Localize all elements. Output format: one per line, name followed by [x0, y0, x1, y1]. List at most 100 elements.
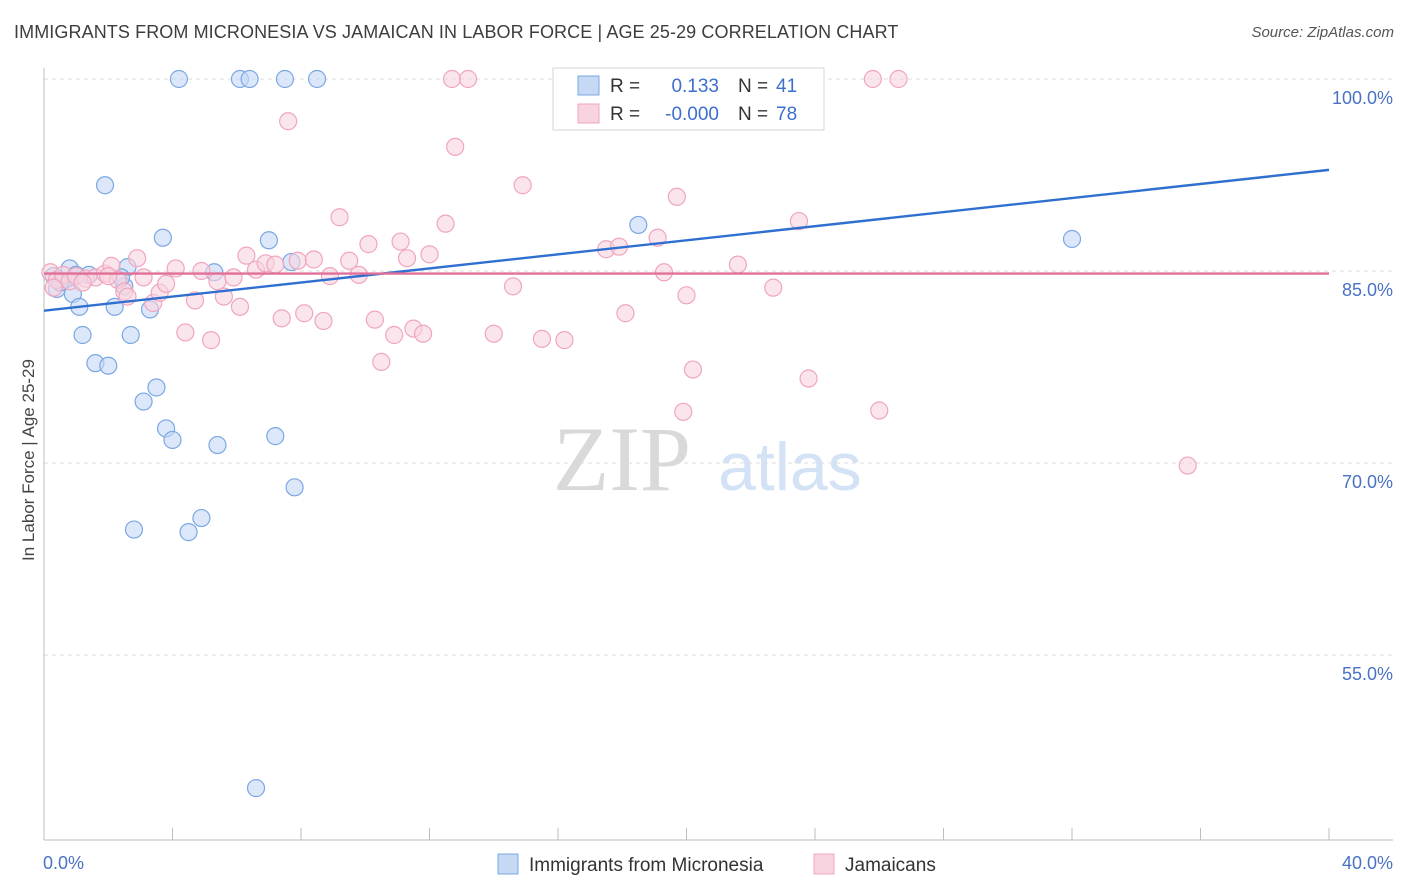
legend-swatch-jamaicans	[577, 103, 600, 124]
data-point	[73, 273, 92, 292]
data-point	[44, 278, 63, 297]
data-point	[240, 69, 259, 89]
data-point	[654, 263, 674, 282]
y-tick-label: 55.0%	[1342, 664, 1393, 684]
data-point	[870, 401, 889, 420]
y-tick-label: 85.0%	[1342, 280, 1393, 300]
data-point	[208, 272, 227, 291]
data-point	[683, 360, 703, 379]
data-point	[272, 309, 291, 328]
legend-n-label-2: N =	[738, 104, 768, 125]
data-point	[446, 137, 465, 156]
data-point	[288, 251, 307, 270]
trend-line-0	[43, 168, 1330, 312]
y-tick-label: 70.0%	[1342, 472, 1393, 492]
bottom-legend-label-jamaicans: Jamaicans	[845, 855, 936, 876]
data-point	[314, 311, 333, 331]
data-point	[513, 176, 532, 195]
data-point	[153, 228, 172, 247]
data-point	[201, 331, 221, 350]
x-tick-label-min: 0.0%	[43, 853, 84, 873]
data-point	[179, 523, 198, 542]
data-point	[484, 324, 503, 343]
x-tick-label-max: 40.0%	[1342, 853, 1393, 873]
data-point	[230, 297, 250, 316]
data-point	[185, 291, 205, 310]
trend-layer	[43, 168, 1330, 312]
data-point	[134, 392, 153, 411]
series-layer	[41, 69, 1197, 798]
data-point	[1062, 229, 1082, 249]
bottom-legend-label-micronesia: Immigrants from Micronesia	[529, 855, 764, 876]
data-point	[442, 69, 462, 89]
data-point	[266, 255, 285, 274]
legend-r-value-1: 0.133	[671, 76, 719, 97]
axes: 100.0% 85.0% 70.0% 55.0%	[43, 68, 1393, 841]
data-point	[176, 323, 195, 342]
y-axis-label: In Labor Force | Age 25-29	[19, 359, 38, 561]
data-point	[266, 427, 285, 446]
data-point	[124, 520, 144, 539]
data-point	[677, 286, 696, 305]
data-point	[413, 324, 433, 343]
data-point	[279, 112, 298, 131]
data-point	[330, 208, 349, 227]
data-point	[224, 268, 243, 287]
data-point	[889, 69, 908, 89]
data-point	[208, 435, 227, 455]
data-point	[1178, 456, 1197, 475]
y-tick-label: 100.0%	[1332, 88, 1393, 108]
data-point	[503, 277, 523, 296]
data-point	[385, 325, 404, 345]
watermark-zip: ZIP	[553, 408, 691, 510]
data-point	[863, 69, 882, 89]
data-point	[789, 211, 809, 231]
data-point	[764, 278, 783, 297]
legend-swatch-micronesia	[577, 75, 600, 96]
data-point	[667, 187, 686, 206]
data-point	[359, 235, 378, 254]
source-credit: Source: ZipAtlas.com	[1251, 24, 1394, 41]
data-point	[372, 352, 391, 371]
data-point	[320, 267, 340, 286]
legend-r-label-1: R =	[610, 76, 640, 97]
data-point	[99, 267, 118, 286]
data-point	[259, 231, 278, 250]
data-point	[192, 508, 211, 528]
legend-r-label-2: R =	[610, 104, 640, 125]
data-point	[121, 325, 140, 345]
data-point	[391, 232, 410, 251]
data-point	[163, 430, 182, 450]
data-point	[532, 329, 552, 348]
data-point	[799, 369, 818, 388]
chart-title: IMMIGRANTS FROM MICRONESIA VS JAMAICAN I…	[14, 22, 899, 42]
data-point	[169, 69, 189, 89]
data-point	[192, 261, 211, 281]
data-point	[147, 378, 166, 397]
legend-n-value-2: 78	[776, 104, 797, 125]
series-1	[41, 69, 1197, 475]
data-point	[728, 255, 748, 274]
data-point	[73, 325, 92, 345]
bottom-legend-swatch-jamaicans	[813, 853, 835, 875]
series-legend: Immigrants from Micronesia Jamaicans	[497, 853, 936, 876]
data-point	[674, 402, 693, 421]
legend-n-value-1: 41	[776, 76, 797, 97]
data-point	[340, 251, 359, 270]
data-point	[555, 331, 574, 350]
data-point	[246, 779, 266, 798]
data-point	[95, 176, 115, 195]
legend-n-label-1: N =	[738, 76, 768, 97]
data-point	[458, 69, 478, 89]
bottom-legend-swatch-micronesia	[497, 853, 519, 875]
data-point	[134, 268, 153, 287]
data-point	[275, 69, 295, 89]
data-point	[295, 304, 314, 323]
data-point	[128, 249, 147, 268]
data-point	[420, 245, 439, 264]
data-point	[307, 69, 327, 89]
data-point	[237, 246, 256, 265]
gridlines	[44, 78, 1393, 656]
data-point	[365, 310, 384, 329]
